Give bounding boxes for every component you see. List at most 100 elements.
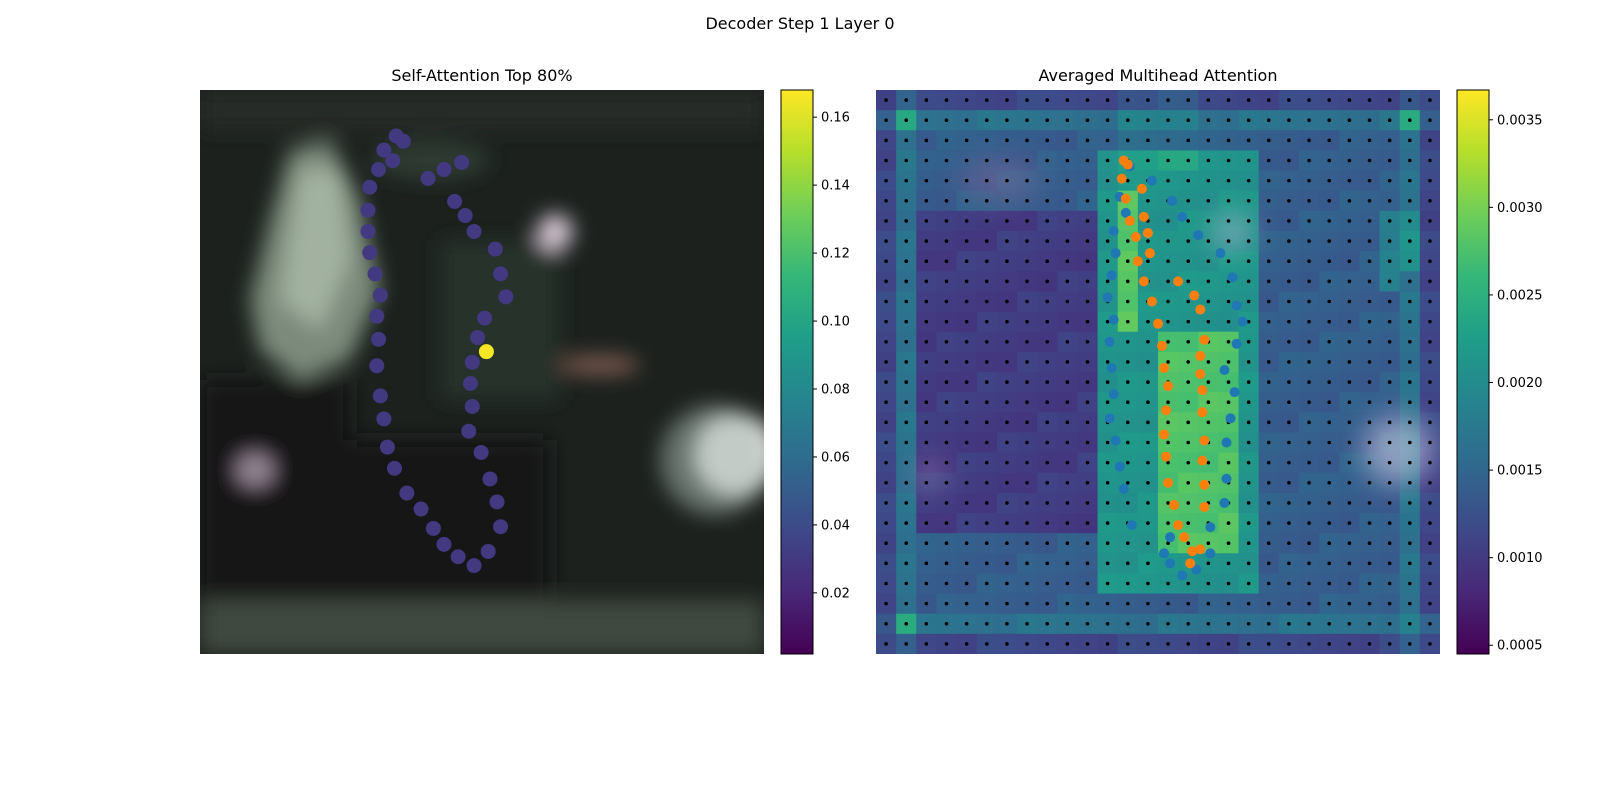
grid-point	[1206, 158, 1211, 163]
grid-point	[904, 259, 909, 264]
grid-point	[1025, 339, 1029, 344]
grid-point	[884, 279, 888, 284]
grid-point	[1428, 601, 1432, 606]
grid-point	[1085, 440, 1090, 445]
grid-point	[1105, 380, 1110, 384]
grid-point	[964, 460, 969, 465]
grid-point	[984, 259, 989, 264]
grid-point	[1327, 138, 1332, 143]
grid-point	[884, 380, 888, 384]
series-b-point	[1195, 350, 1206, 361]
colorbar-tick-label: 0.08	[821, 382, 850, 397]
grid-point	[1045, 501, 1050, 505]
grid-point	[1206, 138, 1211, 143]
grid-point	[1307, 440, 1311, 445]
grid-point	[1005, 501, 1009, 505]
series-b-point	[1185, 558, 1196, 569]
grid-point	[1125, 299, 1130, 304]
series-b-point	[1197, 455, 1208, 466]
grid-point	[1085, 299, 1090, 304]
grid-point	[964, 440, 969, 445]
grid-point	[944, 239, 949, 243]
grid-point	[1287, 259, 1291, 264]
grid-point	[964, 339, 969, 344]
grid-point	[1287, 178, 1291, 183]
grid-point	[1428, 138, 1432, 143]
grid-point	[1065, 219, 1070, 223]
grid-point	[1065, 299, 1070, 304]
grid-point	[1367, 460, 1372, 465]
grid-point	[1146, 521, 1150, 525]
grid-point	[904, 138, 909, 143]
grid-point	[1085, 581, 1090, 586]
grid-point	[1105, 98, 1110, 102]
grid-point	[904, 521, 909, 525]
series-a-point	[1126, 520, 1137, 531]
grid-point	[1146, 460, 1150, 465]
attention-point	[457, 208, 473, 224]
grid-point	[1206, 299, 1211, 304]
grid-point	[924, 380, 929, 384]
grid-point	[1125, 541, 1130, 546]
grid-point	[1266, 642, 1271, 646]
grid-point	[1206, 420, 1211, 425]
grid-point	[1125, 118, 1130, 123]
grid-point	[1206, 219, 1211, 223]
grid-point	[1065, 400, 1070, 405]
grid-point	[1045, 339, 1050, 344]
grid-point	[1166, 118, 1170, 123]
grid-point	[1407, 581, 1412, 586]
grid-point	[1005, 198, 1009, 203]
grid-point	[904, 319, 909, 324]
grid-point	[1347, 279, 1352, 284]
grid-point	[1407, 541, 1412, 546]
series-a-points	[1102, 161, 1248, 581]
grid-point	[1025, 178, 1029, 183]
grid-point	[1287, 319, 1291, 324]
grid-point	[1146, 480, 1150, 485]
grid-point	[1387, 360, 1392, 364]
grid-point	[1125, 98, 1130, 102]
grid-point	[1367, 400, 1372, 405]
grid-point	[944, 400, 949, 405]
attention-point	[395, 133, 411, 149]
grid-point	[1105, 440, 1110, 445]
series-a-point	[1231, 338, 1242, 349]
grid-point	[944, 319, 949, 324]
grid-point	[904, 460, 909, 465]
grid-point	[1287, 561, 1291, 566]
grid-point	[924, 118, 929, 123]
grid-point	[1125, 480, 1130, 485]
attention-point	[413, 501, 429, 517]
grid-point	[1206, 98, 1211, 102]
grid-point	[1005, 360, 1009, 364]
grid-point	[1387, 561, 1392, 566]
grid-point	[1226, 118, 1231, 123]
grid-point	[1307, 98, 1311, 102]
grid-point	[1105, 601, 1110, 606]
series-b-point	[1159, 362, 1170, 373]
grid-point	[1327, 259, 1332, 264]
grid-point	[1206, 239, 1211, 243]
series-b-point	[1144, 248, 1155, 259]
grid-point	[924, 561, 929, 566]
grid-point	[1085, 360, 1090, 364]
grid-point	[1125, 380, 1130, 384]
grid-point	[1428, 118, 1432, 123]
grid-point	[1367, 279, 1372, 284]
grid-point	[1005, 380, 1009, 384]
grid-point	[1146, 642, 1150, 646]
grid-point	[1428, 158, 1432, 163]
grid-point	[924, 138, 929, 143]
grid-point	[884, 521, 888, 525]
grid-point	[1266, 601, 1271, 606]
attention-point	[376, 142, 392, 158]
attention-point	[379, 439, 395, 455]
grid-point	[1065, 98, 1070, 102]
grid-point	[1347, 219, 1352, 223]
grid-point	[1025, 601, 1029, 606]
grid-point	[1045, 541, 1050, 546]
attention-point	[493, 266, 509, 282]
grid-point	[964, 541, 969, 546]
